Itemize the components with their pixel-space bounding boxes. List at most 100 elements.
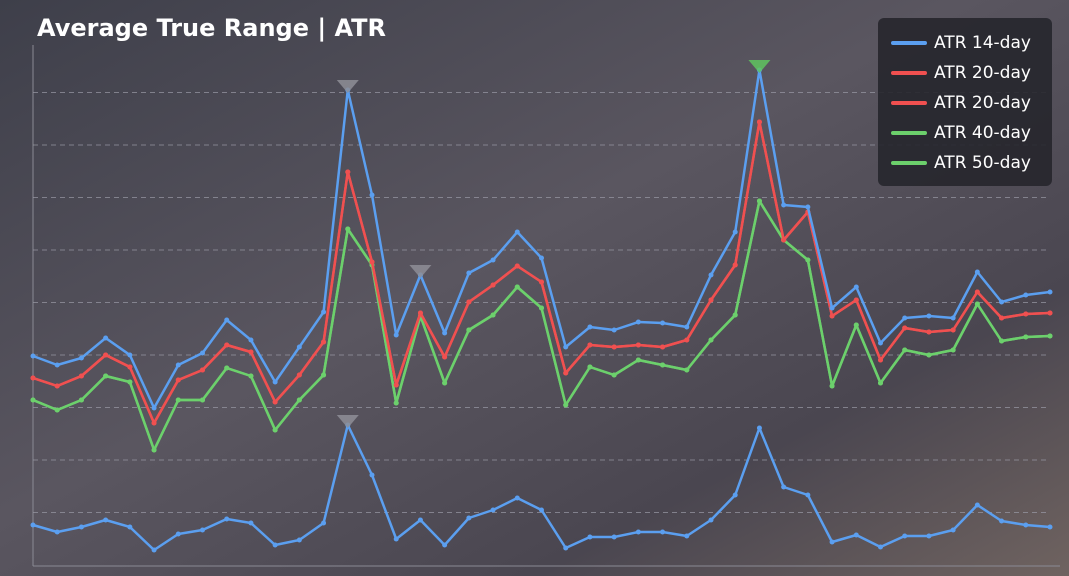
legend-label: ATR 40-day [934,123,1031,143]
data-point [853,322,859,328]
data-point [514,495,520,501]
data-point [635,319,641,325]
data-point [224,516,230,522]
data-point [490,257,496,263]
data-point [272,427,278,433]
data-point [151,547,157,553]
data-point [490,507,496,513]
data-point [950,315,956,321]
data-point [272,379,278,385]
data-point [514,263,520,269]
data-point [950,327,956,333]
peak-marker [336,80,359,93]
data-point [200,367,205,373]
data-point [248,520,254,526]
data-point [78,524,84,530]
data-point [635,529,641,535]
data-point [999,518,1005,524]
data-point [732,229,738,235]
data-point [393,382,399,388]
data-point [999,299,1005,305]
data-point [1023,311,1029,317]
data-point [829,539,835,545]
data-point [539,255,544,261]
data-point [611,534,617,540]
data-point [78,397,84,403]
data-point [442,380,448,386]
data-point [708,272,714,278]
data-point [781,202,787,208]
data-point [781,237,787,243]
data-point [999,315,1005,321]
data-point [587,324,593,330]
data-point [151,420,157,426]
data-point [78,373,84,379]
data-point [805,492,811,498]
peak-marker [409,265,432,278]
data-point [539,305,544,311]
data-point [829,383,835,389]
data-point [756,425,762,431]
peak-marker [748,60,771,73]
data-point [756,198,762,204]
data-point [78,355,84,361]
data-point [466,270,472,276]
chart-title: Average True Range | ATR [37,14,386,42]
data-point [224,342,230,348]
legend: ATR 14-day ATR 20-day ATR 20-day ATR 40-day… [878,18,1052,186]
data-point [732,492,738,498]
data-point [902,533,908,539]
data-point [974,289,980,295]
data-point [175,377,181,383]
data-point [54,407,60,413]
data-point [127,364,133,370]
data-point [684,367,690,373]
legend-label: ATR 20-day [934,63,1031,83]
data-point [732,312,738,318]
data-point [442,330,448,336]
data-point [974,269,980,275]
data-point [611,327,617,333]
data-point [369,259,375,265]
legend-box [878,18,1052,186]
data-point [950,347,956,353]
data-point [296,372,302,378]
data-point [30,375,36,381]
data-point [272,399,278,405]
data-point [853,532,859,538]
data-point [321,520,327,526]
data-point [611,344,617,350]
data-point [684,324,690,330]
data-point [1047,333,1053,339]
data-point [296,344,302,350]
data-point [127,524,133,530]
data-point [635,342,641,348]
legend-label: ATR 14-day [934,33,1031,53]
data-point [708,337,714,343]
data-point [926,352,932,358]
data-point [30,353,36,359]
data-point [926,313,932,319]
data-point [490,282,496,288]
data-point [781,484,787,490]
data-point [296,537,302,543]
data-point [878,380,883,386]
data-point [660,362,666,368]
data-point [514,229,520,235]
data-point [200,350,205,356]
data-point [853,297,859,303]
data-point [974,502,980,508]
data-point [539,507,544,513]
data-point [563,370,569,376]
data-point [563,545,569,551]
legend-label: ATR 50-day [934,153,1031,173]
data-point [151,405,157,411]
data-point [829,305,835,311]
data-point [539,279,544,285]
data-point [417,517,423,523]
data-point [393,536,399,542]
data-point [466,515,472,521]
data-point [805,257,811,263]
data-point [1047,524,1053,530]
data-point [224,365,230,371]
